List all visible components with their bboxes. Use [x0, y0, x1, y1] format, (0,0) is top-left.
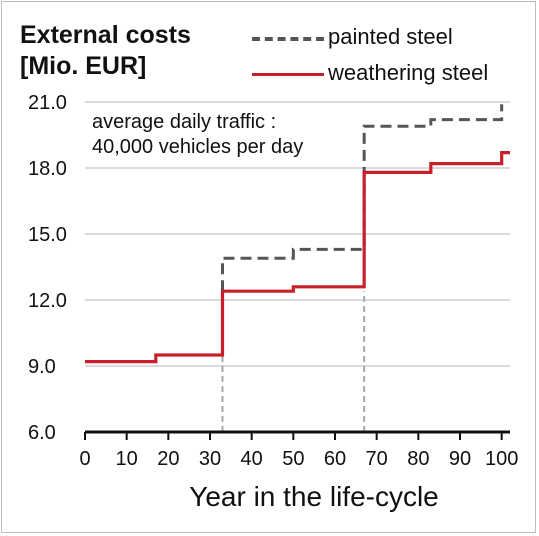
x-tick-label: 80 — [407, 448, 429, 470]
traffic-annotation: average daily traffic : 40,000 vehicles … — [90, 110, 306, 160]
legend-label-weathering-steel: weathering steel — [328, 60, 489, 85]
x-tick-label: 40 — [241, 448, 263, 470]
x-tick-label: 0 — [79, 448, 90, 470]
y-tick-label: 9.0 — [28, 356, 56, 378]
x-tick-label: 50 — [282, 448, 304, 470]
y-axis-title: External costs [Mio. EUR] — [20, 20, 191, 82]
y-tick-label: 12.0 — [28, 290, 67, 312]
x-tick-label: 100 — [485, 448, 518, 470]
x-axis-title: Year in the life-cycle — [189, 481, 439, 512]
y-tick-label: 15.0 — [28, 224, 67, 246]
y-axis-title-line-1: External costs — [20, 21, 191, 49]
x-tick-label: 30 — [199, 448, 221, 470]
y-tick-label: 18.0 — [28, 158, 67, 180]
series-line-weathering-steel — [85, 151, 510, 364]
x-tick-label: 90 — [449, 448, 471, 470]
legend-swatch-weathering-steel — [252, 73, 324, 76]
legend-swatch-painted-steel — [252, 37, 324, 41]
y-tick-label: 6.0 — [28, 422, 56, 444]
x-tick-label: 60 — [324, 448, 346, 470]
annotation-line-2: 40,000 vehicles per day — [92, 136, 304, 158]
annotation-line-1: average daily traffic : — [92, 111, 277, 133]
y-axis-title-line-2: [Mio. EUR] — [20, 52, 147, 80]
x-tick-label: 70 — [366, 448, 388, 470]
legend-label-painted-steel: painted steel — [328, 24, 453, 49]
y-tick-label: 21.0 — [28, 92, 67, 114]
x-tick-label: 20 — [157, 448, 179, 470]
x-tick-label: 10 — [116, 448, 138, 470]
